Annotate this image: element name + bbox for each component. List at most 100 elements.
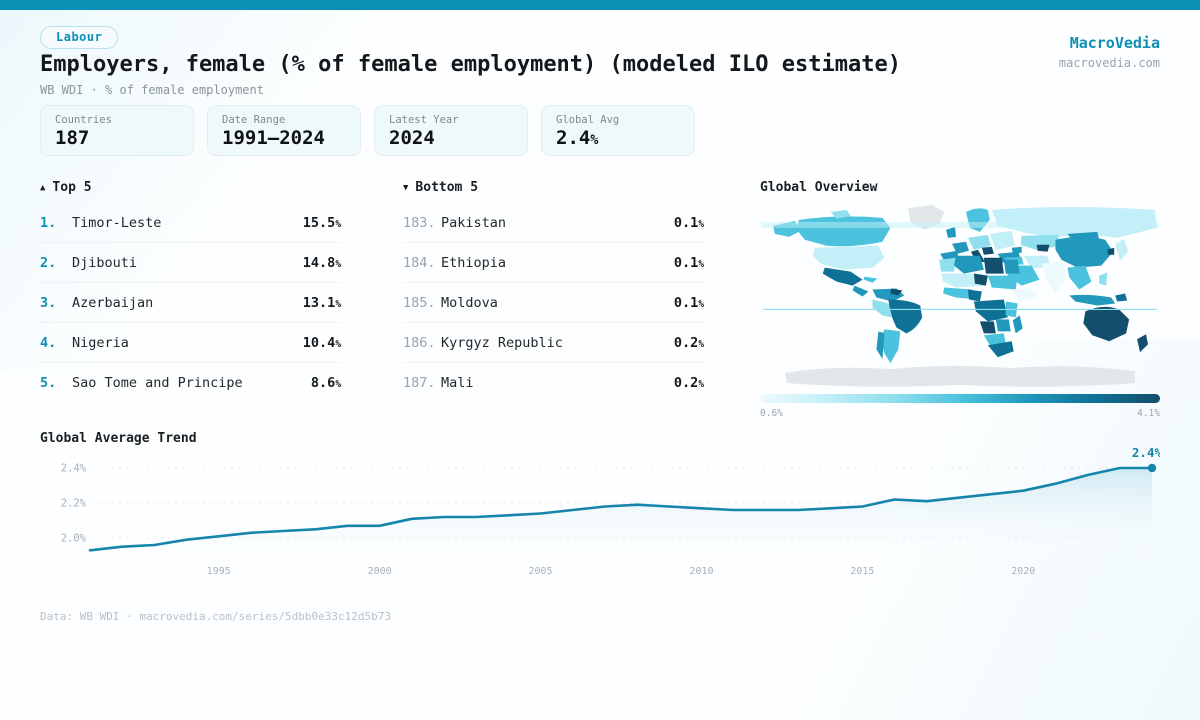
map-region-nigeria xyxy=(967,289,982,302)
map-region-kazakhstan xyxy=(1020,234,1062,250)
category-badge[interactable]: Labour xyxy=(40,26,119,49)
country-name: Timor-Leste xyxy=(72,214,162,231)
trend-title: Global Average Trend xyxy=(40,431,197,446)
stat-card-value: 2.4% xyxy=(556,127,680,149)
map-region-niger xyxy=(973,273,988,286)
map-region-ethiopia-horn xyxy=(1011,288,1038,302)
value-number: 13.1 xyxy=(302,294,336,311)
percent-sign: % xyxy=(698,218,704,230)
map-region-indonesia xyxy=(1069,294,1116,306)
trend-line xyxy=(88,466,1154,552)
map-region-caribbean xyxy=(863,276,878,283)
country-value: 0.1% xyxy=(674,295,704,311)
value-number: 10.4 xyxy=(302,334,336,351)
percent-sign: % xyxy=(335,258,341,270)
map-region-brazil xyxy=(888,299,923,334)
map-region-usa xyxy=(812,245,885,270)
percent-sign: % xyxy=(335,218,341,230)
page-title: Employers, female (% of female employmen… xyxy=(40,52,901,77)
x-axis-tick: 2000 xyxy=(368,566,392,577)
map-region-australia xyxy=(1083,306,1130,342)
list-item: 3. Azerbaijan 13.1% xyxy=(40,283,341,323)
map-region-namibia-botswana xyxy=(983,333,1006,346)
top5-header: ▲ Top 5 xyxy=(40,180,341,195)
legend-min-label: 0.6% xyxy=(760,408,783,419)
list-item: 184. Ethiopia 0.1% xyxy=(403,243,704,283)
value-number: 15.5 xyxy=(302,214,336,231)
map-landmasses xyxy=(772,204,1157,387)
world-choropleth-map xyxy=(761,204,1159,387)
percent-sign: % xyxy=(335,298,341,310)
map-region-balkans xyxy=(981,246,994,255)
stat-cards: Countries 187 Date Range 1991—2024 Latest Ye… xyxy=(40,105,695,156)
map-region-mexico xyxy=(822,267,863,286)
country-value: 0.2% xyxy=(674,375,704,391)
global-overview-panel: Global Overview xyxy=(760,180,1160,419)
rank-number: 5. xyxy=(40,375,57,391)
map-region-japan xyxy=(1115,238,1129,261)
map-region-central-america xyxy=(852,285,869,297)
x-axis-tick: 2020 xyxy=(1011,566,1035,577)
map-region-uk xyxy=(946,226,957,238)
list-item: 186. Kyrgyz Republic 0.2% xyxy=(403,323,704,363)
country-name: Nigeria xyxy=(72,334,129,351)
country-name: Djibouti xyxy=(72,254,138,271)
map-legend-labels: 0.6% 4.1% xyxy=(760,408,1160,419)
stat-card-number: 2.4 xyxy=(556,127,591,149)
end-value-label: 2.4% xyxy=(1132,445,1160,460)
map-region-argentina xyxy=(880,329,901,364)
rank-number: 3. xyxy=(40,294,57,311)
stat-card-value: 187 xyxy=(55,127,179,149)
stat-card-value: 1991—2024 xyxy=(222,127,346,149)
x-axis-tick: 1995 xyxy=(207,566,231,577)
country-value: 0.1% xyxy=(674,215,704,231)
rank-number: 1. xyxy=(40,214,57,231)
map-region-new-zealand xyxy=(1137,334,1149,353)
percent-sign: % xyxy=(335,338,341,350)
map-region-france xyxy=(952,241,969,254)
map-region-mongolia xyxy=(1067,231,1100,242)
map-region-central-europe xyxy=(967,234,991,250)
percent-sign: % xyxy=(590,133,599,148)
x-axis-tick: 2010 xyxy=(689,566,713,577)
value-number: 14.8 xyxy=(302,254,336,271)
footer-attribution: Data: WB WDI · macrovedia.com/series/5db… xyxy=(40,610,391,623)
rank-number: 4. xyxy=(40,334,57,351)
value-number: 0.1 xyxy=(673,214,699,231)
map-region-arctic-islands xyxy=(830,209,851,219)
bottom5-list: ▼ Bottom 5 183. Pakistan 0.1% 184. Ethiopia 0.… xyxy=(403,180,704,403)
rank-number: 183. xyxy=(403,214,436,231)
country-name: Azerbaijan xyxy=(72,294,154,311)
country-value: 13.1% xyxy=(303,295,341,311)
bottom5-header: ▼ Bottom 5 xyxy=(403,180,704,195)
value-number: 0.2 xyxy=(673,375,699,391)
map-region-egypt xyxy=(1003,259,1020,274)
list-item: 187. Mali 0.2% xyxy=(403,363,704,403)
page-subtitle: WB WDI · % of female employment xyxy=(40,83,264,97)
percent-sign: % xyxy=(335,379,341,390)
stat-card: Countries 187 xyxy=(40,105,194,156)
rank-number: 2. xyxy=(40,254,57,271)
map-region-south-asia xyxy=(1041,261,1066,294)
stat-card-number: 1991—2024 xyxy=(222,127,325,149)
top-accent-bar xyxy=(0,0,1200,10)
percent-sign: % xyxy=(698,379,704,390)
map-region-south-africa xyxy=(987,341,1014,358)
country-name: Pakistan xyxy=(441,214,507,231)
stat-card: Date Range 1991—2024 xyxy=(207,105,361,156)
map-region-angola xyxy=(979,321,996,334)
list-item: 185. Moldova 0.1% xyxy=(403,283,704,323)
map-title: Global Overview xyxy=(760,180,878,195)
stat-card-value: 2024 xyxy=(389,127,513,149)
brand-name: MacroVedia xyxy=(1069,34,1160,52)
stat-card-label: Date Range xyxy=(222,114,286,126)
value-number: 8.6 xyxy=(310,375,336,391)
country-value: 14.8% xyxy=(303,255,341,271)
map-region-drc xyxy=(973,299,1008,322)
map-region-southeast-asia xyxy=(1067,265,1092,290)
list-item: 183. Pakistan 0.1% xyxy=(403,203,704,243)
y-axis-tick: 2.2% xyxy=(61,498,87,510)
rank-number: 186. xyxy=(403,334,436,351)
list-item: 4. Nigeria 10.4% xyxy=(40,323,341,363)
stat-card: Latest Year 2024 xyxy=(374,105,528,156)
